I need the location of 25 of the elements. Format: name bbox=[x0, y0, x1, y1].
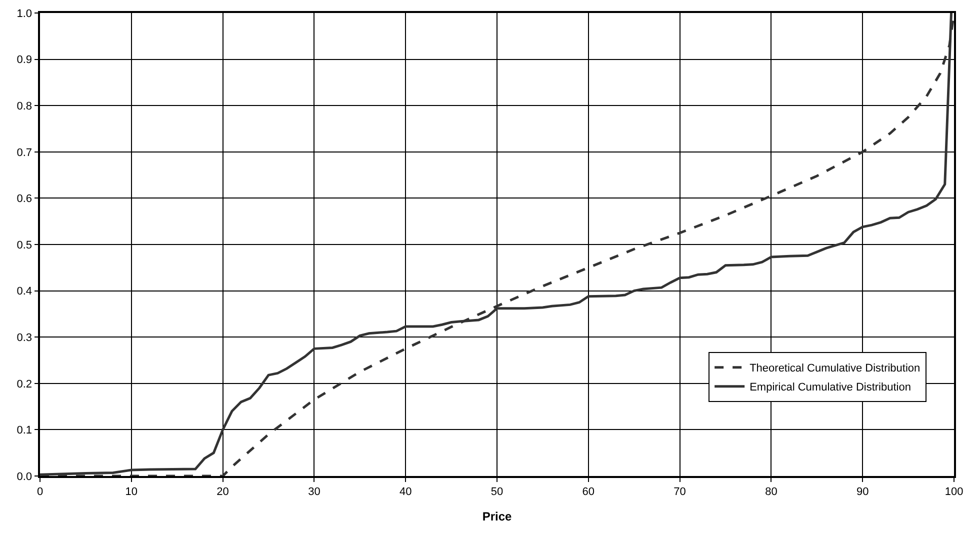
y-tick-label: 0.1 bbox=[16, 424, 32, 437]
x-tick-label: 80 bbox=[765, 486, 778, 498]
y-tick-label: 0.5 bbox=[16, 239, 32, 252]
x-tick-label: 100 bbox=[944, 486, 964, 498]
x-tick-label: 60 bbox=[582, 486, 595, 498]
x-axis-title: Price bbox=[482, 509, 512, 524]
y-tick-label: 0.2 bbox=[16, 378, 32, 390]
x-tick-label: 30 bbox=[308, 486, 320, 498]
x-tick-label: 40 bbox=[399, 486, 412, 498]
y-tick-label: 0.6 bbox=[16, 193, 32, 206]
y-tick-label: 0.4 bbox=[16, 286, 32, 298]
x-tick-label: 50 bbox=[490, 486, 504, 498]
legend-label: Empirical Cumulative Distribution bbox=[750, 382, 911, 394]
y-tick-label: 0.9 bbox=[16, 54, 32, 66]
legend-label: Theoretical Cumulative Distribution bbox=[750, 362, 920, 375]
y-tick-label: 0.0 bbox=[16, 470, 32, 483]
y-tick-label: 0.3 bbox=[16, 332, 32, 344]
x-tick-label: 90 bbox=[856, 486, 869, 498]
y-tick-label: 1.0 bbox=[16, 8, 32, 20]
x-tick-label: 0 bbox=[36, 486, 44, 498]
x-tick-label: 70 bbox=[674, 486, 686, 498]
x-tick-label: 20 bbox=[216, 486, 229, 498]
x-tick-label: 10 bbox=[125, 486, 138, 498]
y-tick-label: 0.8 bbox=[16, 100, 32, 112]
y-tick-label: 0.7 bbox=[16, 146, 32, 159]
